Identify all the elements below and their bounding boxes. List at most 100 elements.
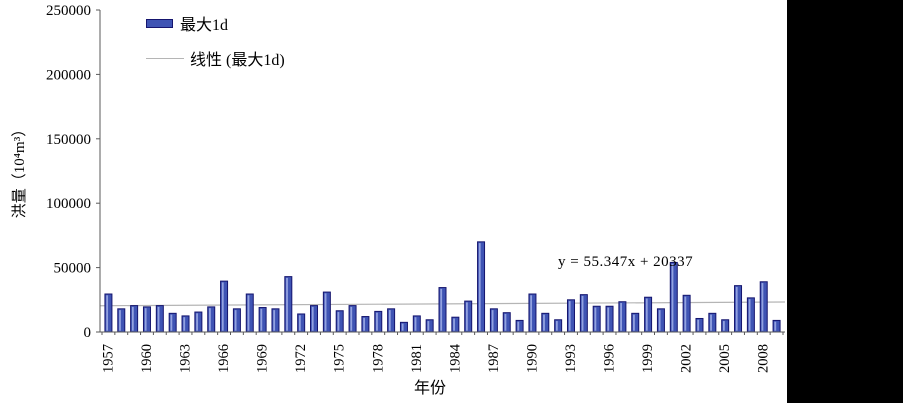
bar-1994 bbox=[579, 294, 588, 333]
bar-highlight bbox=[633, 314, 635, 331]
bar-highlight bbox=[645, 298, 648, 331]
x-tick-label: 1981 bbox=[409, 344, 425, 373]
bar-1996 bbox=[605, 305, 614, 333]
x-tick-label: 1972 bbox=[293, 344, 309, 373]
bar-highlight bbox=[376, 312, 378, 331]
legend: 最大1d 线性 (最大1d) bbox=[146, 12, 285, 82]
right-black-band bbox=[787, 0, 903, 403]
bar-2007 bbox=[746, 297, 755, 333]
bar-highlight bbox=[478, 243, 481, 331]
bar-1977 bbox=[361, 316, 370, 333]
bar-1995 bbox=[592, 305, 601, 333]
bar-1981 bbox=[412, 315, 421, 333]
bar-2004 bbox=[708, 312, 717, 333]
legend-item-trend: 线性 (最大1d) bbox=[146, 47, 285, 69]
x-tick-label: 2008 bbox=[756, 344, 772, 373]
bar-1965 bbox=[207, 306, 216, 333]
bar-1973 bbox=[310, 305, 319, 333]
bar-highlight bbox=[671, 263, 674, 331]
bar-highlight bbox=[658, 310, 661, 331]
bar-highlight bbox=[337, 312, 340, 331]
bar-1983 bbox=[438, 287, 447, 333]
bar-highlight bbox=[221, 282, 224, 331]
bar-highlight bbox=[106, 295, 109, 331]
bar-highlight bbox=[350, 306, 353, 331]
bar-2001 bbox=[669, 261, 678, 333]
bar-highlight bbox=[144, 308, 147, 331]
legend-trend-label: 线性 (最大1d) bbox=[190, 52, 285, 69]
bar-highlight bbox=[607, 307, 610, 331]
bar-1960 bbox=[142, 306, 151, 333]
bar-highlight bbox=[774, 321, 777, 331]
x-tick-label: 1996 bbox=[602, 344, 618, 373]
bar-1989 bbox=[515, 319, 524, 333]
x-tick-label: 1993 bbox=[563, 344, 579, 373]
legend-item-series: 最大1d bbox=[146, 12, 285, 34]
bar-highlight bbox=[543, 314, 545, 331]
bar-highlight bbox=[401, 323, 404, 331]
bar-highlight bbox=[414, 317, 417, 331]
bar-1968 bbox=[245, 293, 254, 333]
bar-highlight bbox=[196, 313, 198, 331]
bar-1963 bbox=[181, 315, 190, 333]
bar-1997 bbox=[618, 301, 627, 333]
bar-1964 bbox=[194, 311, 203, 333]
bar-1969 bbox=[258, 307, 267, 333]
bar-highlight bbox=[273, 310, 276, 331]
bar-highlight bbox=[247, 295, 250, 331]
bar-1991 bbox=[541, 312, 550, 333]
x-tick-label: 1975 bbox=[332, 344, 348, 373]
bar-1998 bbox=[631, 312, 640, 333]
legend-line-swatch bbox=[146, 57, 184, 59]
bar-1967 bbox=[232, 308, 241, 333]
bar-highlight bbox=[581, 295, 584, 331]
bar-1987 bbox=[489, 308, 498, 333]
bar-1975 bbox=[335, 310, 344, 333]
bar-1962 bbox=[168, 312, 177, 333]
bar-1976 bbox=[348, 305, 357, 333]
bar-1961 bbox=[155, 305, 164, 333]
bar-highlight bbox=[298, 315, 301, 331]
y-tick-label: 100000 bbox=[46, 196, 91, 212]
x-tick-label: 2005 bbox=[717, 344, 733, 373]
bar-highlight bbox=[620, 303, 622, 331]
bar-highlight bbox=[710, 314, 712, 331]
bar-1985 bbox=[464, 300, 473, 333]
x-tick-label: 1999 bbox=[640, 344, 656, 373]
bar-highlight bbox=[131, 306, 134, 331]
bar-1957 bbox=[104, 293, 113, 333]
bar-2003 bbox=[695, 317, 704, 333]
y-tick-label: 200000 bbox=[46, 67, 91, 83]
bar-2000 bbox=[656, 308, 665, 333]
bar-highlight bbox=[684, 296, 687, 331]
bar-highlight bbox=[517, 321, 520, 331]
bar-highlight bbox=[491, 310, 494, 331]
bar-highlight bbox=[440, 288, 443, 331]
bar-highlight bbox=[363, 317, 366, 331]
bar-2002 bbox=[682, 294, 691, 333]
x-tick-label: 1987 bbox=[486, 344, 502, 373]
x-tick-label: 1990 bbox=[524, 344, 540, 373]
y-tick-label: 150000 bbox=[46, 132, 91, 148]
bar-highlight bbox=[465, 302, 468, 331]
x-tick-label: 1978 bbox=[370, 344, 386, 373]
bar-highlight bbox=[735, 286, 738, 331]
bar-1970 bbox=[271, 308, 280, 333]
x-axis-title: 年份 bbox=[413, 380, 446, 397]
bar-highlight bbox=[234, 310, 237, 331]
bar-highlight bbox=[157, 306, 160, 331]
bar-highlight bbox=[453, 318, 455, 331]
bar-highlight bbox=[170, 314, 173, 331]
y-tick-label: 50000 bbox=[54, 261, 92, 277]
bar-1979 bbox=[387, 308, 396, 333]
bar-1974 bbox=[322, 291, 331, 333]
bar-1972 bbox=[297, 313, 306, 333]
x-tick-label: 1957 bbox=[100, 344, 116, 373]
legend-series-label: 最大1d bbox=[180, 17, 229, 34]
bar-2009 bbox=[772, 319, 781, 333]
bar-highlight bbox=[311, 306, 314, 331]
bar-highlight bbox=[530, 295, 533, 331]
bar-1982 bbox=[425, 319, 434, 333]
bar-1966 bbox=[220, 280, 229, 333]
x-tick-label: 2002 bbox=[679, 344, 695, 373]
